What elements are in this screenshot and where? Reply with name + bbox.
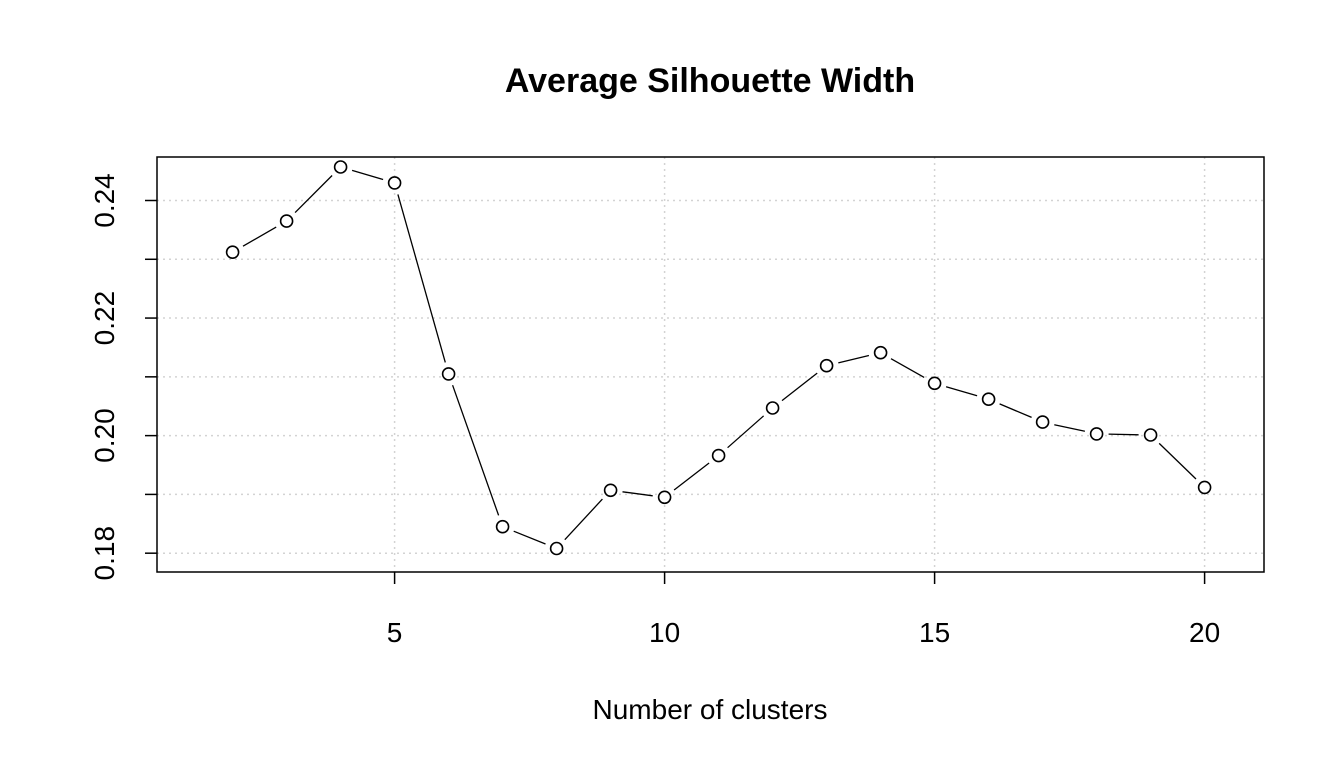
x-tick-label: 20 — [1189, 617, 1220, 648]
data-point-k13 — [819, 358, 834, 373]
data-points — [225, 160, 1212, 556]
data-point-k19 — [1143, 428, 1158, 442]
data-point-k10 — [657, 490, 672, 505]
x-tick-label: 10 — [649, 617, 680, 648]
line-segment — [727, 415, 765, 449]
plot-frame — [156, 156, 1265, 573]
x-axis-label: Number of clusters — [593, 694, 828, 725]
data-point-k17 — [1035, 415, 1050, 429]
series-line — [242, 169, 1197, 545]
data-point-k11 — [711, 448, 726, 463]
line-segment — [351, 169, 384, 181]
data-point-k18 — [1089, 427, 1104, 441]
line-segment — [781, 372, 818, 402]
line-segment — [673, 462, 710, 491]
line-segment — [397, 194, 446, 363]
data-point-k9 — [603, 483, 618, 498]
data-point-k15 — [927, 376, 942, 391]
data-point-k3 — [279, 214, 294, 228]
data-point-k4 — [333, 160, 348, 174]
data-point-k7 — [495, 519, 510, 534]
data-point-k8 — [549, 541, 564, 556]
line-segment — [513, 530, 546, 545]
data-point-k5 — [387, 176, 402, 190]
chart-title: Average Silhouette Width — [505, 62, 915, 100]
y-axis: 0.18 0.20 0.22 0.24 — [89, 173, 157, 580]
line-segment — [890, 358, 925, 378]
data-point-k12 — [765, 401, 780, 415]
x-tick-label: 15 — [919, 617, 950, 648]
line-segment — [1054, 424, 1086, 432]
data-point-k16 — [981, 392, 996, 407]
data-point-k2 — [225, 245, 240, 259]
line-segment — [999, 403, 1032, 418]
y-tick-label: 0.24 — [89, 173, 120, 228]
line-segment — [564, 498, 603, 541]
y-tick-label: 0.20 — [89, 408, 120, 463]
x-tick-label: 5 — [387, 617, 403, 648]
line-segment — [945, 386, 978, 397]
line-segment — [294, 175, 333, 214]
data-point-k20 — [1197, 480, 1212, 495]
line-segment — [622, 491, 653, 497]
line-segment — [1108, 433, 1139, 436]
grid — [157, 157, 1264, 572]
data-point-k14 — [873, 345, 888, 360]
line-segment — [242, 226, 277, 247]
data-point-k6 — [441, 367, 456, 381]
line-segment — [1158, 442, 1197, 480]
line-segment — [451, 384, 500, 516]
y-tick-label: 0.22 — [89, 291, 120, 346]
x-axis: 5 10 15 20 — [387, 572, 1220, 648]
y-tick-label: 0.18 — [89, 526, 120, 581]
line-segment — [838, 354, 870, 364]
